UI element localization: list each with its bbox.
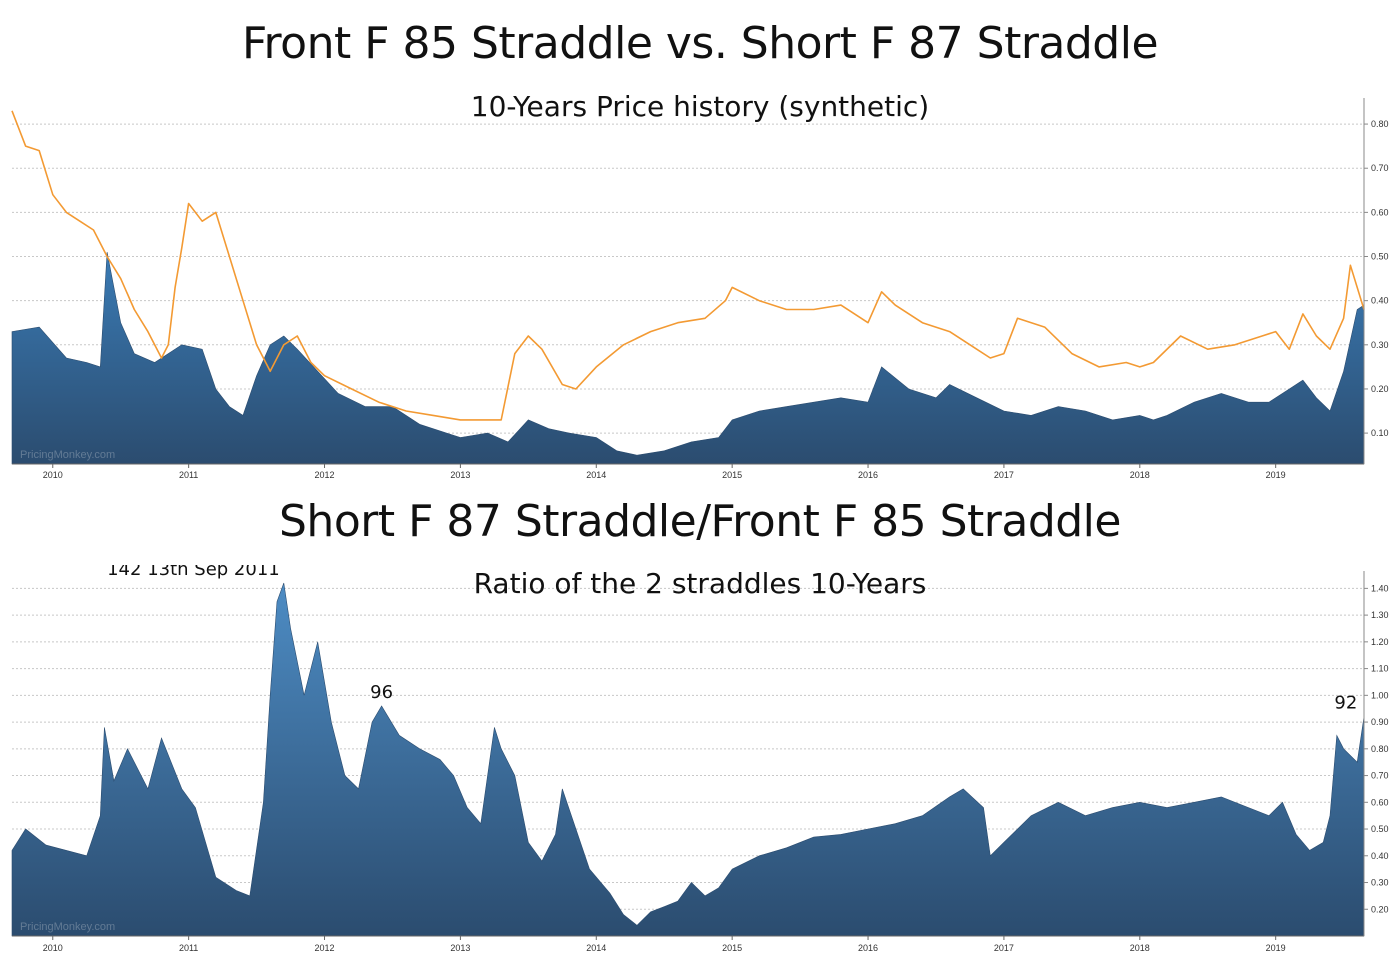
x-tick-label: 2018 bbox=[1130, 943, 1150, 953]
x-tick-label: 2012 bbox=[315, 943, 335, 953]
y-tick-label: 0.40 bbox=[1371, 296, 1389, 306]
x-tick-label: 2015 bbox=[722, 470, 742, 480]
x-tick-label: 2013 bbox=[450, 943, 470, 953]
x-tick-label: 2014 bbox=[586, 943, 606, 953]
x-tick-label: 2010 bbox=[43, 470, 63, 480]
y-tick-label: 0.30 bbox=[1371, 340, 1389, 350]
y-tick-label: 0.10 bbox=[1371, 428, 1389, 438]
y-tick-label: 0.30 bbox=[1371, 878, 1389, 888]
y-tick-label: 0.60 bbox=[1371, 207, 1389, 217]
y-tick-label: 0.50 bbox=[1371, 824, 1389, 834]
area-series bbox=[11, 252, 1365, 465]
chart-annotation: 96 bbox=[370, 682, 393, 703]
y-tick-label: 0.40 bbox=[1371, 851, 1389, 861]
chart-subtitle: Ratio of the 2 straddles 10-Years bbox=[474, 567, 927, 600]
chart-subtitle: 10-Years Price history (synthetic) bbox=[471, 90, 929, 123]
y-tick-label: 0.70 bbox=[1371, 771, 1389, 781]
x-tick-label: 2016 bbox=[858, 470, 878, 480]
chart-annotation: 92 bbox=[1334, 693, 1357, 714]
chart1-title: Front F 85 Straddle vs. Short F 87 Strad… bbox=[241, 18, 1159, 69]
x-tick-label: 2011 bbox=[179, 943, 198, 953]
watermark: PricingMonkey.com bbox=[20, 449, 115, 461]
x-tick-label: 2010 bbox=[43, 943, 63, 953]
y-tick-label: 1.40 bbox=[1371, 583, 1389, 593]
x-tick-label: 2015 bbox=[722, 943, 742, 953]
x-tick-label: 2014 bbox=[586, 470, 606, 480]
y-tick-label: 0.80 bbox=[1371, 744, 1389, 754]
y-tick-label: 0.20 bbox=[1371, 904, 1389, 914]
y-tick-label: 0.70 bbox=[1371, 163, 1389, 173]
chart2-title: Short F 87 Straddle/Front F 85 Straddle bbox=[279, 496, 1121, 547]
y-tick-label: 1.10 bbox=[1371, 664, 1389, 674]
x-tick-label: 2012 bbox=[315, 470, 335, 480]
y-tick-label: 1.30 bbox=[1371, 610, 1389, 620]
x-tick-label: 2011 bbox=[179, 470, 198, 480]
y-tick-label: 0.80 bbox=[1371, 119, 1389, 129]
x-tick-label: 2019 bbox=[1266, 943, 1286, 953]
y-tick-label: 0.50 bbox=[1371, 252, 1389, 262]
watermark: PricingMonkey.com bbox=[20, 921, 115, 933]
chart-annotation: 142 13th Sep 2011 bbox=[107, 565, 280, 580]
area-series bbox=[11, 582, 1365, 937]
x-tick-label: 2017 bbox=[994, 470, 1014, 480]
ratio-chart: 0.20 0.30 0.40 0.50 0.60 0.70 0.80 0.90 1.00 1.10… bbox=[11, 565, 1389, 953]
x-tick-label: 2016 bbox=[858, 943, 878, 953]
y-tick-label: 1.00 bbox=[1371, 690, 1389, 700]
price-history-chart: 0.10 0.20 0.30 0.40 0.50 0.60 0.70 0.80 2010 2011… bbox=[11, 90, 1389, 480]
y-tick-label: 0.90 bbox=[1371, 717, 1389, 727]
line-series bbox=[11, 110, 1365, 421]
x-tick-label: 2019 bbox=[1266, 470, 1286, 480]
x-tick-label: 2017 bbox=[994, 943, 1014, 953]
y-tick-label: 0.20 bbox=[1371, 384, 1389, 394]
y-tick-label: 0.60 bbox=[1371, 797, 1389, 807]
y-tick-label: 1.20 bbox=[1371, 637, 1389, 647]
x-tick-label: 2018 bbox=[1130, 470, 1150, 480]
x-tick-label: 2013 bbox=[450, 470, 470, 480]
